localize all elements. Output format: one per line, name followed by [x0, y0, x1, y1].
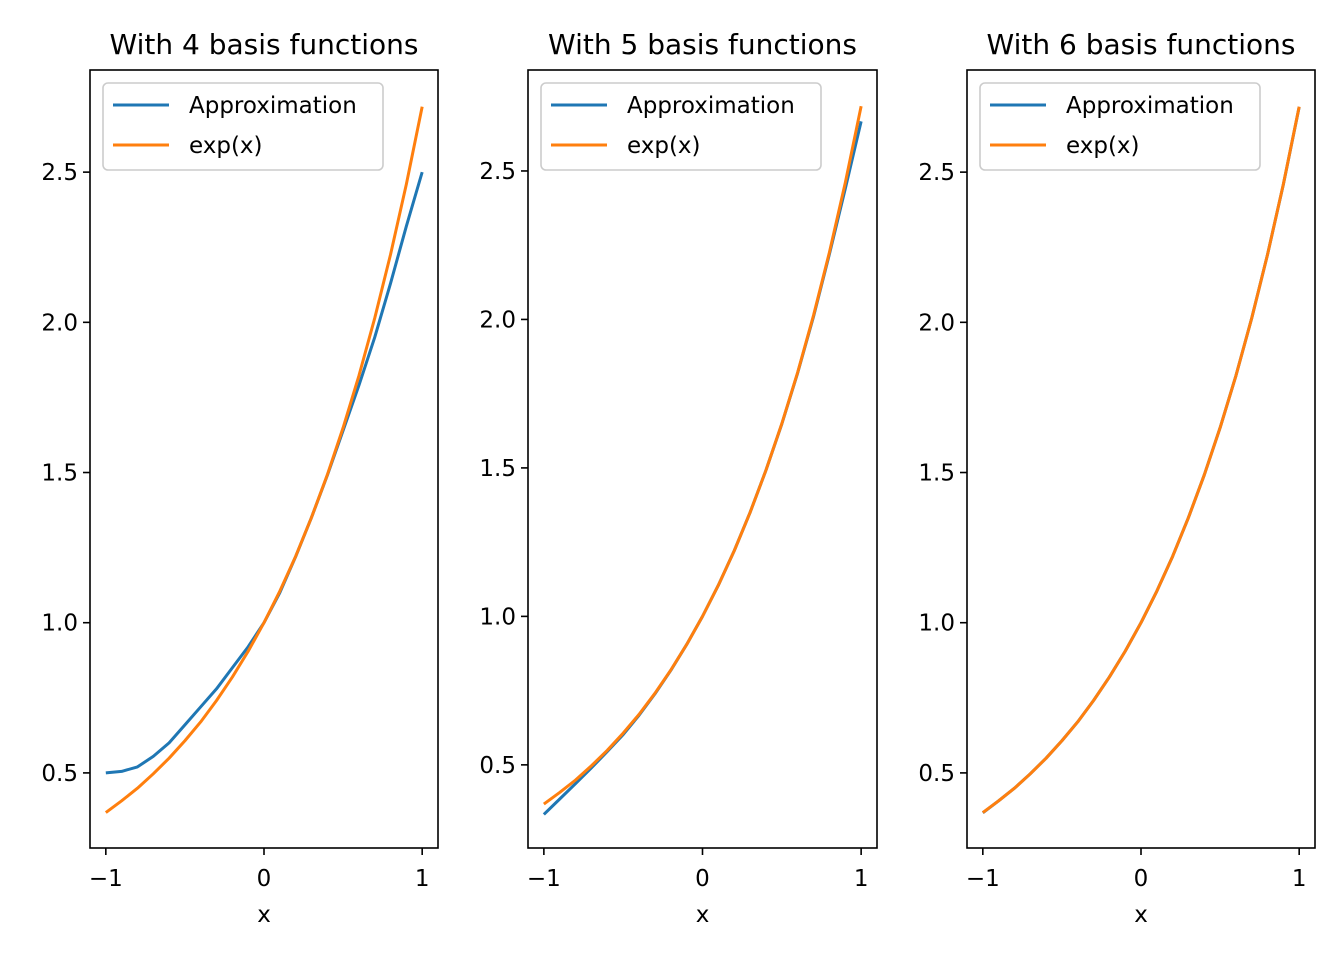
legend: Approximation exp(x)	[102, 82, 384, 171]
series-line-1	[105, 171, 424, 775]
subplot-title: With 6 basis functions	[987, 28, 1296, 61]
y-tick-label: 1.0	[41, 611, 78, 637]
y-tick-label: 1.5	[918, 461, 955, 487]
legend-box	[540, 82, 822, 171]
legend-label: exp(x)	[627, 133, 701, 159]
axes-frame	[966, 69, 1316, 849]
series-line-1	[981, 106, 1301, 815]
legend-box	[102, 82, 384, 171]
legend-label: Approximation	[189, 93, 357, 119]
subplot-title: With 5 basis functions	[548, 28, 857, 61]
x-tick-label: −1	[89, 866, 123, 892]
x-tick-label: 1	[854, 866, 869, 892]
y-tick-label: 1.0	[479, 604, 516, 630]
x-tick-label: 0	[695, 866, 710, 892]
series-line-2	[104, 106, 424, 814]
legend-label: exp(x)	[1066, 133, 1140, 159]
legend: Approximation exp(x)	[540, 82, 822, 171]
y-tick-label: 2.5	[918, 160, 955, 186]
y-tick-label: 2.0	[41, 310, 78, 336]
x-axis-label: x	[257, 902, 271, 928]
legend-box	[979, 82, 1261, 171]
legend-label: exp(x)	[189, 133, 263, 159]
x-tick-label: −1	[966, 866, 1000, 892]
y-tick-label: 2.5	[479, 159, 516, 185]
x-tick-label: 0	[257, 866, 272, 892]
series-line-2	[542, 105, 863, 806]
y-tick-label: 2.0	[918, 310, 955, 336]
series-line-1	[542, 121, 863, 816]
x-tick-label: 0	[1134, 866, 1149, 892]
legend: Approximation exp(x)	[979, 82, 1261, 171]
series-line-2	[981, 106, 1301, 814]
y-tick-label: 0.5	[41, 761, 78, 787]
x-axis-label: x	[696, 902, 710, 928]
y-tick-label: 1.5	[479, 456, 516, 482]
y-tick-label: 2.0	[479, 307, 516, 333]
x-tick-label: 1	[415, 866, 430, 892]
legend-label: Approximation	[1066, 93, 1234, 119]
subplot-1: −1 0 1 0.5 1.0 1.5 2.0 2.5 With 4 basis function…	[41, 28, 439, 928]
x-tick-label: 1	[1292, 866, 1307, 892]
subplot-3: −1 0 1 0.5 1.0 1.5 2.0 2.5 With 6 basis function…	[918, 28, 1316, 928]
axes-frame	[89, 69, 439, 849]
y-tick-label: 0.5	[479, 753, 516, 779]
subplot-title: With 4 basis functions	[110, 28, 419, 61]
x-tick-label: −1	[527, 866, 561, 892]
legend-label: Approximation	[627, 93, 795, 119]
x-axis-label: x	[1134, 902, 1148, 928]
subplot-2: −1 0 1 0.5 1.0 1.5 2.0 2.5 With 5 basis function…	[479, 28, 878, 928]
y-tick-label: 1.0	[918, 611, 955, 637]
y-tick-label: 1.5	[41, 461, 78, 487]
y-tick-label: 2.5	[41, 160, 78, 186]
y-tick-label: 0.5	[918, 761, 955, 787]
axes-frame	[527, 69, 878, 849]
